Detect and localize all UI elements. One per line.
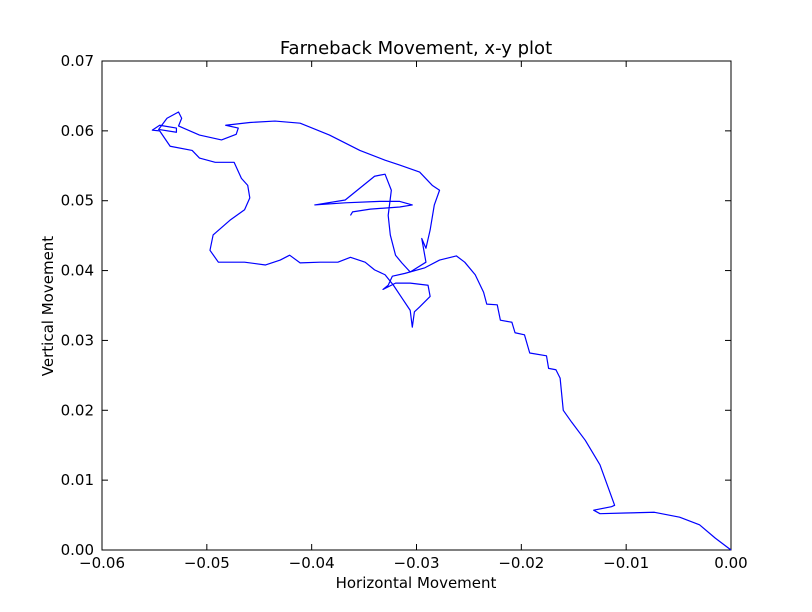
y-tick-label: 0.03 [61,331,94,349]
trajectory-line [151,111,732,551]
y-tick-label: 0.04 [61,262,94,280]
y-tick-label: 0.05 [61,192,94,210]
x-axis-label: Horizontal Movement [336,574,497,592]
y-tick-label: 0.06 [61,122,94,140]
x-tick-label: −0.04 [289,554,335,572]
y-tick-label: 0.00 [61,541,94,559]
x-tick-label: 0.00 [714,554,747,572]
y-tick-label: 0.02 [61,401,94,419]
chart-title: Farneback Movement, x-y plot [280,38,552,59]
x-tick-label: −0.06 [79,554,125,572]
x-tick-label: −0.02 [498,554,544,572]
y-tick-label: 0.01 [61,471,94,489]
x-tick-label: −0.03 [394,554,440,572]
x-tick-label: −0.05 [184,554,230,572]
y-tick-label: 0.07 [61,52,94,70]
x-tick-label: −0.01 [603,554,649,572]
y-axis-label: Vertical Movement [39,236,57,376]
